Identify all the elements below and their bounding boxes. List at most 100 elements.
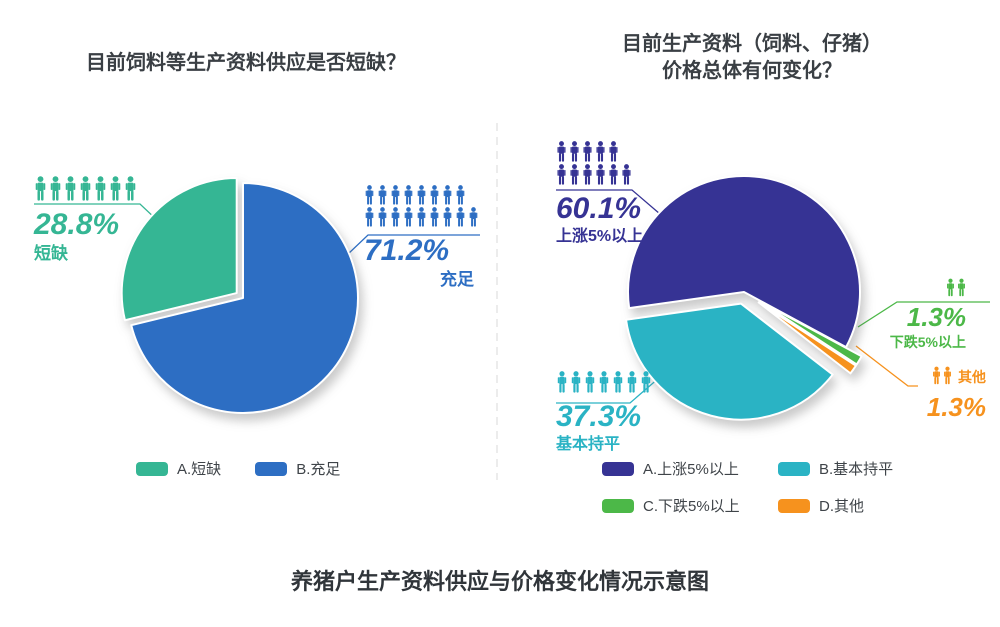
person-icon	[95, 176, 106, 201]
person-icon	[641, 371, 651, 393]
supply-chart-title: 目前饲料等生产资料供应是否短缺？	[86, 52, 406, 74]
legend-label: B.基本持平	[819, 461, 894, 478]
sufficient-label: 充足	[440, 270, 474, 289]
pie-slice-上涨5%以上	[627, 175, 861, 349]
legend-item: C.下跌5%以上	[602, 495, 778, 516]
person-icon	[609, 164, 618, 185]
person-icon	[557, 371, 567, 393]
shortage-percent: 28.8%	[34, 208, 120, 241]
pie-slice-充足	[130, 182, 359, 414]
pie-slice-其他	[757, 301, 857, 375]
person-icon	[944, 366, 951, 385]
person-icons	[34, 176, 146, 201]
person-icon	[417, 207, 426, 227]
fall-label: 下跌5%以上	[889, 334, 966, 350]
legend-swatch	[136, 461, 168, 476]
flat-label: 基本持平	[556, 436, 621, 453]
rise-percent: 60.1%	[556, 192, 642, 225]
person-icon-row	[876, 278, 966, 297]
person-icon	[365, 185, 374, 205]
person-icon	[430, 207, 439, 227]
person-icon	[35, 176, 46, 201]
callout-flat: 37.3% 基本持平	[556, 371, 671, 453]
other-label: 其他	[958, 368, 986, 385]
person-icon	[443, 185, 452, 205]
price-chart-title: 目前生产资料（饲料、仔猪） 价格总体有何变化？	[622, 33, 882, 82]
person-icons	[932, 366, 952, 387]
supply-legend: A.短缺 B.充足	[136, 458, 340, 479]
person-icon	[557, 141, 566, 162]
person-icon	[958, 278, 965, 297]
person-icon	[596, 164, 605, 185]
person-icon	[571, 371, 581, 393]
pie-slice-下跌5%以上	[758, 300, 863, 366]
person-icon	[583, 164, 592, 185]
person-icon	[65, 176, 76, 201]
person-icon	[378, 185, 387, 205]
person-icon	[456, 185, 465, 205]
person-icon	[613, 371, 623, 393]
person-icon	[365, 207, 374, 227]
person-icon	[622, 164, 631, 185]
legend-item: A.短缺	[136, 458, 221, 479]
price-legend: A.上涨5%以上 B.基本持平 C.下跌5%以上 D.其他	[602, 458, 893, 516]
legend-label: A.上涨5%以上	[643, 461, 739, 478]
pie-slice-基本持平	[625, 302, 834, 421]
person-icon	[404, 185, 413, 205]
person-icon-row	[556, 141, 686, 162]
person-icon	[417, 185, 426, 205]
person-icon	[599, 371, 609, 393]
shortage-label: 短缺	[34, 244, 68, 263]
legend-swatch	[602, 498, 634, 513]
other-percent: 1.3%	[926, 392, 986, 422]
legend-swatch	[778, 461, 810, 476]
person-icons	[364, 185, 484, 227]
legend-item: D.其他	[778, 495, 893, 516]
person-icon	[430, 185, 439, 205]
person-icon	[933, 366, 940, 385]
person-icon	[391, 207, 400, 227]
person-icon	[391, 185, 400, 205]
person-icon	[583, 141, 592, 162]
flat-percent: 37.3%	[556, 400, 642, 433]
person-icon	[443, 207, 452, 227]
callout-sufficient: 71.2% 充足	[364, 185, 484, 288]
person-icon-row	[556, 371, 671, 393]
legend-label: B.充足	[296, 461, 341, 478]
person-icon	[378, 207, 387, 227]
legend-swatch	[255, 461, 288, 476]
person-icon	[596, 141, 605, 162]
person-icon-row	[556, 164, 686, 185]
figure-caption: 养猪户生产资料供应与价格变化情况示意图	[290, 569, 709, 594]
sufficient-percent: 71.2%	[364, 234, 450, 267]
callout-shortage: 28.8% 短缺	[34, 176, 146, 262]
person-icon	[404, 207, 413, 227]
person-icon	[627, 371, 637, 393]
legend-item: B.充足	[255, 458, 340, 479]
person-icon	[570, 141, 579, 162]
person-icon	[557, 164, 566, 185]
person-icon	[469, 207, 478, 227]
person-icon	[609, 141, 618, 162]
rise-label: 上涨5%以上	[556, 228, 644, 245]
legend-item: B.基本持平	[778, 458, 893, 479]
person-icons	[876, 278, 966, 297]
person-icon	[110, 176, 121, 201]
person-icon	[125, 176, 136, 201]
price-pie-chart	[625, 175, 863, 421]
person-icon	[947, 278, 954, 297]
person-icon	[50, 176, 61, 201]
person-icons	[556, 141, 686, 185]
legend-swatch	[778, 498, 810, 513]
person-icon-row	[364, 207, 484, 227]
person-icon	[80, 176, 91, 201]
fall-percent: 1.3%	[906, 302, 966, 332]
person-icon	[570, 164, 579, 185]
pie-slice-短缺	[120, 177, 238, 322]
legend-item: A.上涨5%以上	[602, 458, 778, 479]
legend-label: D.其他	[819, 498, 865, 515]
legend-swatch	[602, 461, 634, 476]
person-icons	[556, 371, 671, 393]
person-icon	[456, 207, 465, 227]
